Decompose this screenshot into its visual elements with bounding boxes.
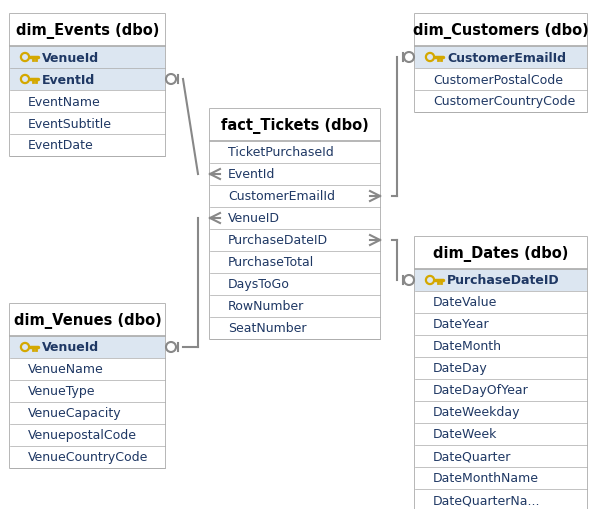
FancyBboxPatch shape xyxy=(415,15,587,47)
Text: VenueType: VenueType xyxy=(28,385,96,398)
FancyBboxPatch shape xyxy=(415,467,587,489)
Circle shape xyxy=(426,276,435,285)
FancyBboxPatch shape xyxy=(10,113,165,135)
FancyBboxPatch shape xyxy=(210,110,380,142)
Text: VenueCountryCode: VenueCountryCode xyxy=(28,450,149,464)
Text: DateDay: DateDay xyxy=(433,362,488,375)
FancyBboxPatch shape xyxy=(210,230,380,251)
FancyBboxPatch shape xyxy=(415,47,587,69)
FancyBboxPatch shape xyxy=(10,424,165,446)
Text: DateMonthName: DateMonthName xyxy=(433,471,539,485)
Circle shape xyxy=(23,345,27,350)
FancyBboxPatch shape xyxy=(415,69,587,91)
Text: fact_Tickets (dbo): fact_Tickets (dbo) xyxy=(221,118,369,134)
Text: DateValue: DateValue xyxy=(433,296,497,309)
FancyBboxPatch shape xyxy=(10,15,165,47)
FancyBboxPatch shape xyxy=(10,135,165,157)
Text: DateQuarter: DateQuarter xyxy=(433,449,512,463)
FancyBboxPatch shape xyxy=(10,47,165,69)
Circle shape xyxy=(23,77,27,82)
FancyBboxPatch shape xyxy=(210,186,380,208)
FancyBboxPatch shape xyxy=(10,358,165,380)
FancyBboxPatch shape xyxy=(415,238,587,269)
FancyBboxPatch shape xyxy=(210,295,380,318)
Circle shape xyxy=(20,75,29,84)
Text: VenueName: VenueName xyxy=(28,363,104,376)
Text: EventSubtitle: EventSubtitle xyxy=(28,117,112,130)
FancyBboxPatch shape xyxy=(10,402,165,424)
FancyBboxPatch shape xyxy=(415,335,587,357)
Text: EventName: EventName xyxy=(28,95,101,108)
FancyBboxPatch shape xyxy=(415,401,587,423)
Text: CustomerEmailId: CustomerEmailId xyxy=(447,51,566,64)
FancyBboxPatch shape xyxy=(10,15,165,157)
Text: DateWeek: DateWeek xyxy=(433,428,497,441)
FancyBboxPatch shape xyxy=(415,357,587,379)
Circle shape xyxy=(427,55,432,60)
Text: EventId: EventId xyxy=(228,168,275,181)
Circle shape xyxy=(426,53,435,63)
FancyBboxPatch shape xyxy=(210,142,380,164)
Text: TicketPurchaseId: TicketPurchaseId xyxy=(228,146,334,159)
FancyBboxPatch shape xyxy=(10,91,165,113)
Circle shape xyxy=(20,343,29,352)
FancyBboxPatch shape xyxy=(415,445,587,467)
FancyBboxPatch shape xyxy=(210,208,380,230)
FancyBboxPatch shape xyxy=(415,314,587,335)
Text: DateWeekday: DateWeekday xyxy=(433,406,521,419)
FancyBboxPatch shape xyxy=(415,91,587,113)
Text: VenuepostalCode: VenuepostalCode xyxy=(28,429,137,442)
Text: DateYear: DateYear xyxy=(433,318,490,331)
FancyBboxPatch shape xyxy=(210,318,380,340)
FancyBboxPatch shape xyxy=(415,489,587,509)
FancyBboxPatch shape xyxy=(415,269,587,292)
Text: CustomerCountryCode: CustomerCountryCode xyxy=(433,95,576,108)
Text: VenueId: VenueId xyxy=(42,51,99,64)
Text: VenueId: VenueId xyxy=(42,341,99,354)
FancyBboxPatch shape xyxy=(10,69,165,91)
FancyBboxPatch shape xyxy=(10,304,165,468)
FancyBboxPatch shape xyxy=(415,292,587,314)
FancyBboxPatch shape xyxy=(10,380,165,402)
Text: dim_Customers (dbo): dim_Customers (dbo) xyxy=(413,23,589,39)
FancyBboxPatch shape xyxy=(210,273,380,295)
FancyBboxPatch shape xyxy=(415,423,587,445)
Text: VenueCapacity: VenueCapacity xyxy=(28,407,122,420)
Text: dim_Events (dbo): dim_Events (dbo) xyxy=(16,23,159,39)
FancyBboxPatch shape xyxy=(415,15,587,113)
Text: CustomerPostalCode: CustomerPostalCode xyxy=(433,73,563,87)
Text: DateQuarterNa...: DateQuarterNa... xyxy=(433,494,540,506)
Text: PurchaseTotal: PurchaseTotal xyxy=(228,256,314,269)
FancyBboxPatch shape xyxy=(210,164,380,186)
Text: dim_Dates (dbo): dim_Dates (dbo) xyxy=(433,245,569,262)
Text: EventDate: EventDate xyxy=(28,139,94,152)
Circle shape xyxy=(23,55,27,60)
Circle shape xyxy=(20,53,29,63)
FancyBboxPatch shape xyxy=(10,446,165,468)
Circle shape xyxy=(427,278,432,282)
Text: EventId: EventId xyxy=(42,73,96,87)
Text: CustomerEmailId: CustomerEmailId xyxy=(228,190,335,203)
Text: DateDayOfYear: DateDayOfYear xyxy=(433,384,529,397)
Text: PurchaseDateID: PurchaseDateID xyxy=(447,274,559,287)
FancyBboxPatch shape xyxy=(10,336,165,358)
Text: RowNumber: RowNumber xyxy=(228,300,304,313)
FancyBboxPatch shape xyxy=(10,304,165,336)
FancyBboxPatch shape xyxy=(210,251,380,273)
Text: SeatNumber: SeatNumber xyxy=(228,322,306,335)
Text: VenueID: VenueID xyxy=(228,212,280,225)
FancyBboxPatch shape xyxy=(415,379,587,401)
FancyBboxPatch shape xyxy=(415,238,587,509)
Text: dim_Venues (dbo): dim_Venues (dbo) xyxy=(14,313,161,328)
Text: DateMonth: DateMonth xyxy=(433,340,502,353)
Text: DaysToGo: DaysToGo xyxy=(228,278,290,291)
FancyBboxPatch shape xyxy=(210,110,380,340)
Text: PurchaseDateID: PurchaseDateID xyxy=(228,234,328,247)
